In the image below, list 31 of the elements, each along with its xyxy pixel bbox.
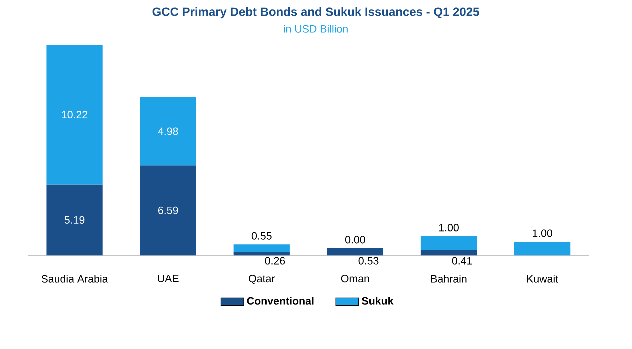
data-label: 5.19 <box>64 216 85 224</box>
data-label: 0.55 <box>252 232 272 240</box>
bar <box>140 166 196 256</box>
data-label: 0.00 <box>345 236 366 244</box>
data-label: 1.00 <box>439 224 459 232</box>
bar <box>46 44 103 185</box>
bar <box>420 250 478 256</box>
x-tick-label: Oman <box>341 275 370 283</box>
bar <box>234 252 290 256</box>
x-tick-label: Saudia Arabia <box>42 275 108 283</box>
bar <box>420 236 478 250</box>
chart-subtitle: in USD Billion <box>284 25 348 33</box>
data-label: 1.00 <box>532 230 553 238</box>
legend-label: Sukuk <box>362 297 394 305</box>
bar <box>514 242 571 256</box>
bar <box>140 97 196 166</box>
bar <box>234 244 290 252</box>
x-tick-label: UAE <box>158 275 179 282</box>
data-label: 4.98 <box>158 128 178 136</box>
x-tick-label: Bahrain <box>431 275 467 283</box>
data-label: 0.53 <box>358 257 379 265</box>
bar <box>46 184 103 256</box>
legend-label: Conventional <box>247 297 314 305</box>
x-tick-label: Qatar <box>249 275 276 284</box>
bar <box>327 248 384 256</box>
data-label: 6.59 <box>158 206 178 214</box>
data-label: 0.26 <box>265 257 286 265</box>
data-label: 0.41 <box>452 257 472 265</box>
data-label: 10.22 <box>62 111 88 119</box>
x-tick-label: Kuwait <box>527 275 558 283</box>
chart-title: GCC Primary Debt Bonds and Sukuk Issuances - Q1 2025 <box>152 7 480 19</box>
